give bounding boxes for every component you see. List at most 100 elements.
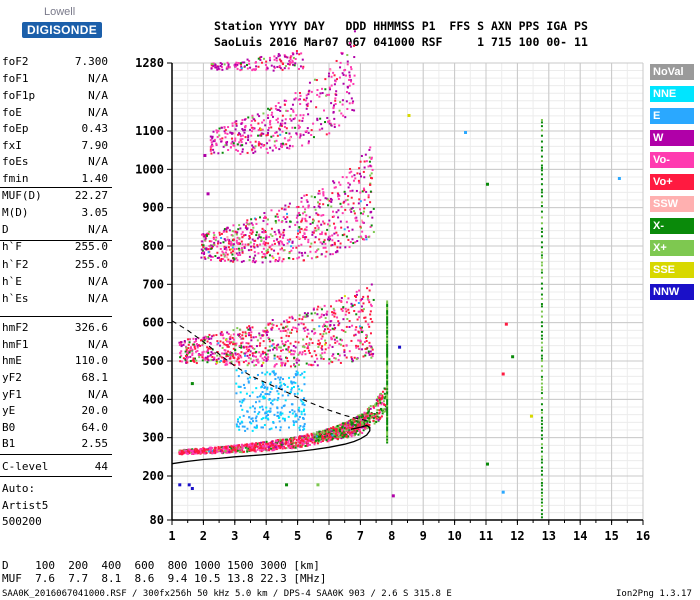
echo-point	[302, 205, 305, 208]
echo-point	[247, 332, 250, 335]
echo-point	[247, 447, 250, 450]
echo-point	[366, 287, 369, 290]
echo-point	[359, 341, 362, 344]
echo-point	[333, 437, 336, 440]
auto-artist: Artist5	[2, 499, 49, 512]
echo-point	[325, 428, 328, 431]
echo-point	[373, 414, 376, 417]
echo-point	[364, 316, 367, 319]
echo-point	[310, 129, 313, 132]
echo-point	[226, 446, 229, 449]
echo-point	[217, 67, 220, 70]
echo-point	[277, 101, 280, 104]
echo-point	[268, 345, 271, 348]
echo-point	[205, 357, 208, 360]
echo-point	[338, 299, 341, 302]
echo-point	[331, 253, 334, 256]
echo-point	[348, 230, 351, 233]
echo-point	[382, 403, 385, 406]
echo-point	[299, 133, 302, 136]
echo-point	[264, 447, 267, 450]
echo-point	[282, 236, 285, 239]
echo-point	[181, 449, 184, 452]
echo-point	[208, 230, 211, 233]
echo-point	[205, 350, 208, 353]
echo-point	[201, 356, 204, 359]
echo-point	[347, 181, 350, 184]
param-row: B0 64.0	[2, 421, 108, 436]
echo-point	[205, 248, 208, 251]
legend-item: Vo+	[650, 174, 694, 190]
echo-point	[306, 345, 309, 348]
echo-point	[243, 398, 246, 401]
echo-point	[244, 226, 247, 229]
param-name: foEp	[2, 122, 29, 135]
echo-point	[347, 308, 350, 311]
echo-point	[282, 326, 285, 329]
echo-point	[244, 335, 247, 338]
echo-point	[235, 247, 238, 250]
echo-point	[336, 437, 339, 440]
param-name: hmF1	[2, 338, 29, 351]
echo-point	[218, 231, 221, 234]
echo-point	[361, 230, 364, 233]
echo-point	[247, 356, 250, 359]
echo-point	[386, 308, 389, 311]
echo-point	[339, 101, 342, 104]
echo-point	[336, 234, 339, 237]
echo-point	[353, 420, 356, 423]
echo-point	[247, 443, 250, 446]
echo-point	[325, 250, 328, 253]
echo-point	[316, 364, 319, 367]
echo-point	[302, 315, 305, 318]
echo-point	[273, 242, 276, 245]
echo-point	[377, 404, 380, 407]
echo-point	[376, 408, 379, 411]
echo-point	[256, 237, 259, 240]
echo-point	[331, 437, 334, 440]
echo-point	[299, 425, 302, 428]
echo-point	[356, 420, 359, 423]
echo-point	[354, 420, 357, 423]
echo-point	[222, 258, 225, 261]
echo-point	[271, 326, 274, 329]
echo-point	[222, 360, 225, 363]
echo-point	[292, 53, 295, 56]
echo-point	[540, 118, 543, 121]
echo-point	[319, 241, 322, 244]
echo-point	[362, 210, 365, 213]
echo-point	[212, 358, 215, 361]
echo-point	[372, 207, 375, 210]
echo-point	[386, 435, 389, 438]
echo-point	[386, 321, 389, 324]
echo-point	[344, 208, 347, 211]
echo-point	[219, 242, 222, 245]
echo-point	[236, 358, 239, 361]
echo-point	[244, 443, 247, 446]
echo-point	[259, 342, 262, 345]
echo-point	[289, 441, 292, 444]
echo-point	[250, 134, 253, 137]
echo-point	[191, 352, 194, 355]
param-name: foE	[2, 106, 22, 119]
echo-point	[319, 199, 322, 202]
echo-point	[321, 87, 324, 90]
echo-point	[232, 238, 235, 241]
echo-point	[339, 434, 342, 437]
echo-point	[251, 116, 254, 119]
echo-point	[291, 145, 294, 148]
echo-point	[219, 138, 222, 141]
echo-point	[273, 365, 276, 368]
echo-point	[277, 53, 280, 56]
echo-point	[180, 345, 183, 348]
echo-point	[386, 416, 389, 419]
echo-point	[358, 348, 361, 351]
echo-point	[217, 447, 220, 450]
echo-point	[249, 406, 252, 409]
echo-point	[315, 229, 318, 232]
echo-point	[308, 443, 311, 446]
echo-point	[244, 352, 247, 355]
echo-point	[300, 219, 303, 222]
echo-point	[230, 234, 233, 237]
echo-point	[302, 114, 305, 117]
